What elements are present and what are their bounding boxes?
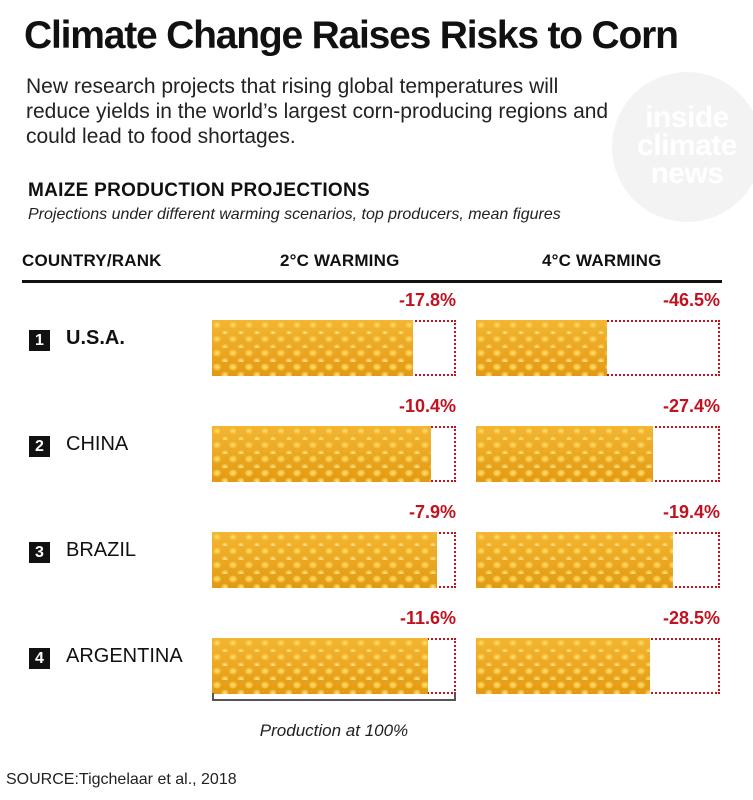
corn-production-bar [476,320,607,376]
production-slot-4c [476,532,720,588]
logo-line-2: climate [637,129,737,162]
section-subtitle: Projections under different warming scen… [28,206,561,223]
corn-production-bar [212,320,413,376]
production-slot-4c [476,320,720,376]
production-slot-2c [212,320,456,376]
change-label-4c: -19.4% [662,502,720,522]
change-label-2c: -17.8% [398,290,456,310]
header-4c-warming: 4°C WARMING [542,251,662,270]
corn-production-bar [212,532,437,588]
production-bracket-label: Production at 100% [259,721,409,740]
rank-badge: 1 [29,330,50,351]
chart-dek: New research projects that rising global… [26,75,609,148]
corn-production-bar [212,638,428,694]
country-label: U.S.A. [66,327,125,349]
corn-production-bar [476,426,653,482]
change-label-4c: -27.4% [662,396,720,416]
change-label-4c: -28.5% [662,608,720,628]
change-label-2c: -10.4% [398,396,456,416]
change-label-2c: -7.9% [408,502,456,522]
corn-production-bar [476,532,673,588]
production-slot-2c [212,426,456,482]
production-slot-2c [212,638,456,694]
inside-climate-news-logo: inside climate news [612,72,753,222]
production-slot-4c [476,426,720,482]
change-label-2c: -11.6% [399,608,456,628]
source-note: SOURCE:Tigchelaar et al., 2018 [6,771,237,788]
country-label: BRAZIL [66,539,137,561]
logo-line-1: inside [645,101,729,134]
corn-production-bar [476,638,650,694]
header-2c-warming: 2°C WARMING [280,251,400,270]
production-slot-4c [476,638,720,694]
country-label: ARGENTINA [66,645,183,667]
chart-title: Climate Change Raises Risks to Corn [24,14,679,57]
production-slot-2c [212,532,456,588]
logo-text: inside climate news [612,101,753,190]
country-label: CHINA [66,433,129,455]
corn-production-bar [212,426,431,482]
rank-badge: 4 [29,648,50,669]
rank-badge: 2 [29,436,50,457]
rank-badge: 3 [29,542,50,563]
production-bracket [212,693,456,701]
logo-line-3: news [650,157,724,190]
header-rule [22,280,722,283]
header-country-rank: COUNTRY/RANK [22,251,162,270]
section-title: MAIZE PRODUCTION PROJECTIONS [28,180,370,201]
change-label-4c: -46.5% [662,290,720,310]
